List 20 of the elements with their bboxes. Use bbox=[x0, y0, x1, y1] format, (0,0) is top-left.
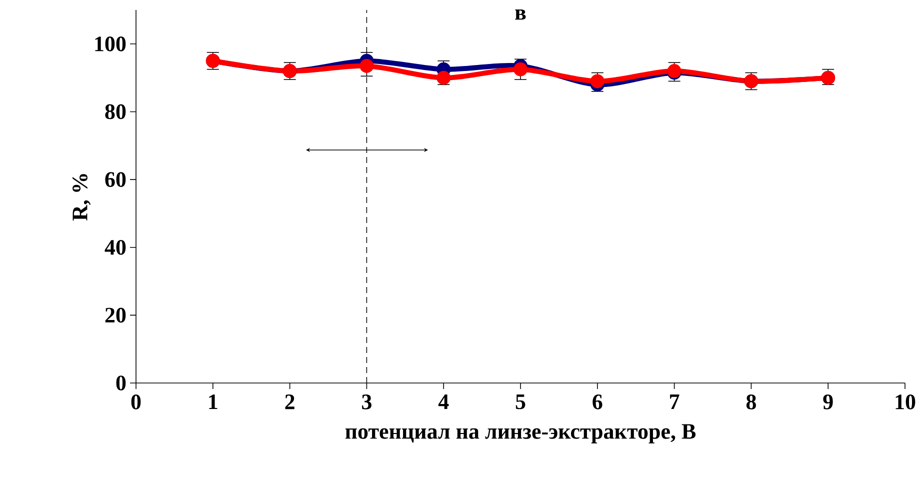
x-tick-label: 3 bbox=[362, 394, 372, 410]
x-tick-label: 6 bbox=[592, 394, 602, 410]
x-tick-label: 9 bbox=[823, 394, 833, 410]
y-axis-title: R, % bbox=[72, 174, 91, 221]
x-tick-label: 10 bbox=[896, 394, 916, 410]
chart-title: в bbox=[515, 10, 526, 20]
x-tick-label: 2 bbox=[285, 394, 294, 410]
y-tick-label: 40 bbox=[104, 240, 126, 255]
x-tick-label: 4 bbox=[438, 394, 449, 410]
x-tick-label: 1 bbox=[209, 394, 218, 410]
x-tick-label: 5 bbox=[516, 394, 526, 410]
x-axis-title: потенциал на линзе-экстракторе, В bbox=[345, 424, 696, 444]
y-tick-label: 0 bbox=[116, 376, 126, 390]
y-tick-label: 20 bbox=[105, 308, 126, 323]
y-tick-label: 100 bbox=[95, 36, 126, 52]
x-tick-label: 7 bbox=[670, 394, 680, 409]
y-tick-label: 80 bbox=[105, 104, 126, 120]
x-tick-label: 8 bbox=[746, 394, 756, 410]
y-tick-label: 60 bbox=[105, 172, 126, 187]
x-tick-label: 0 bbox=[131, 394, 141, 410]
